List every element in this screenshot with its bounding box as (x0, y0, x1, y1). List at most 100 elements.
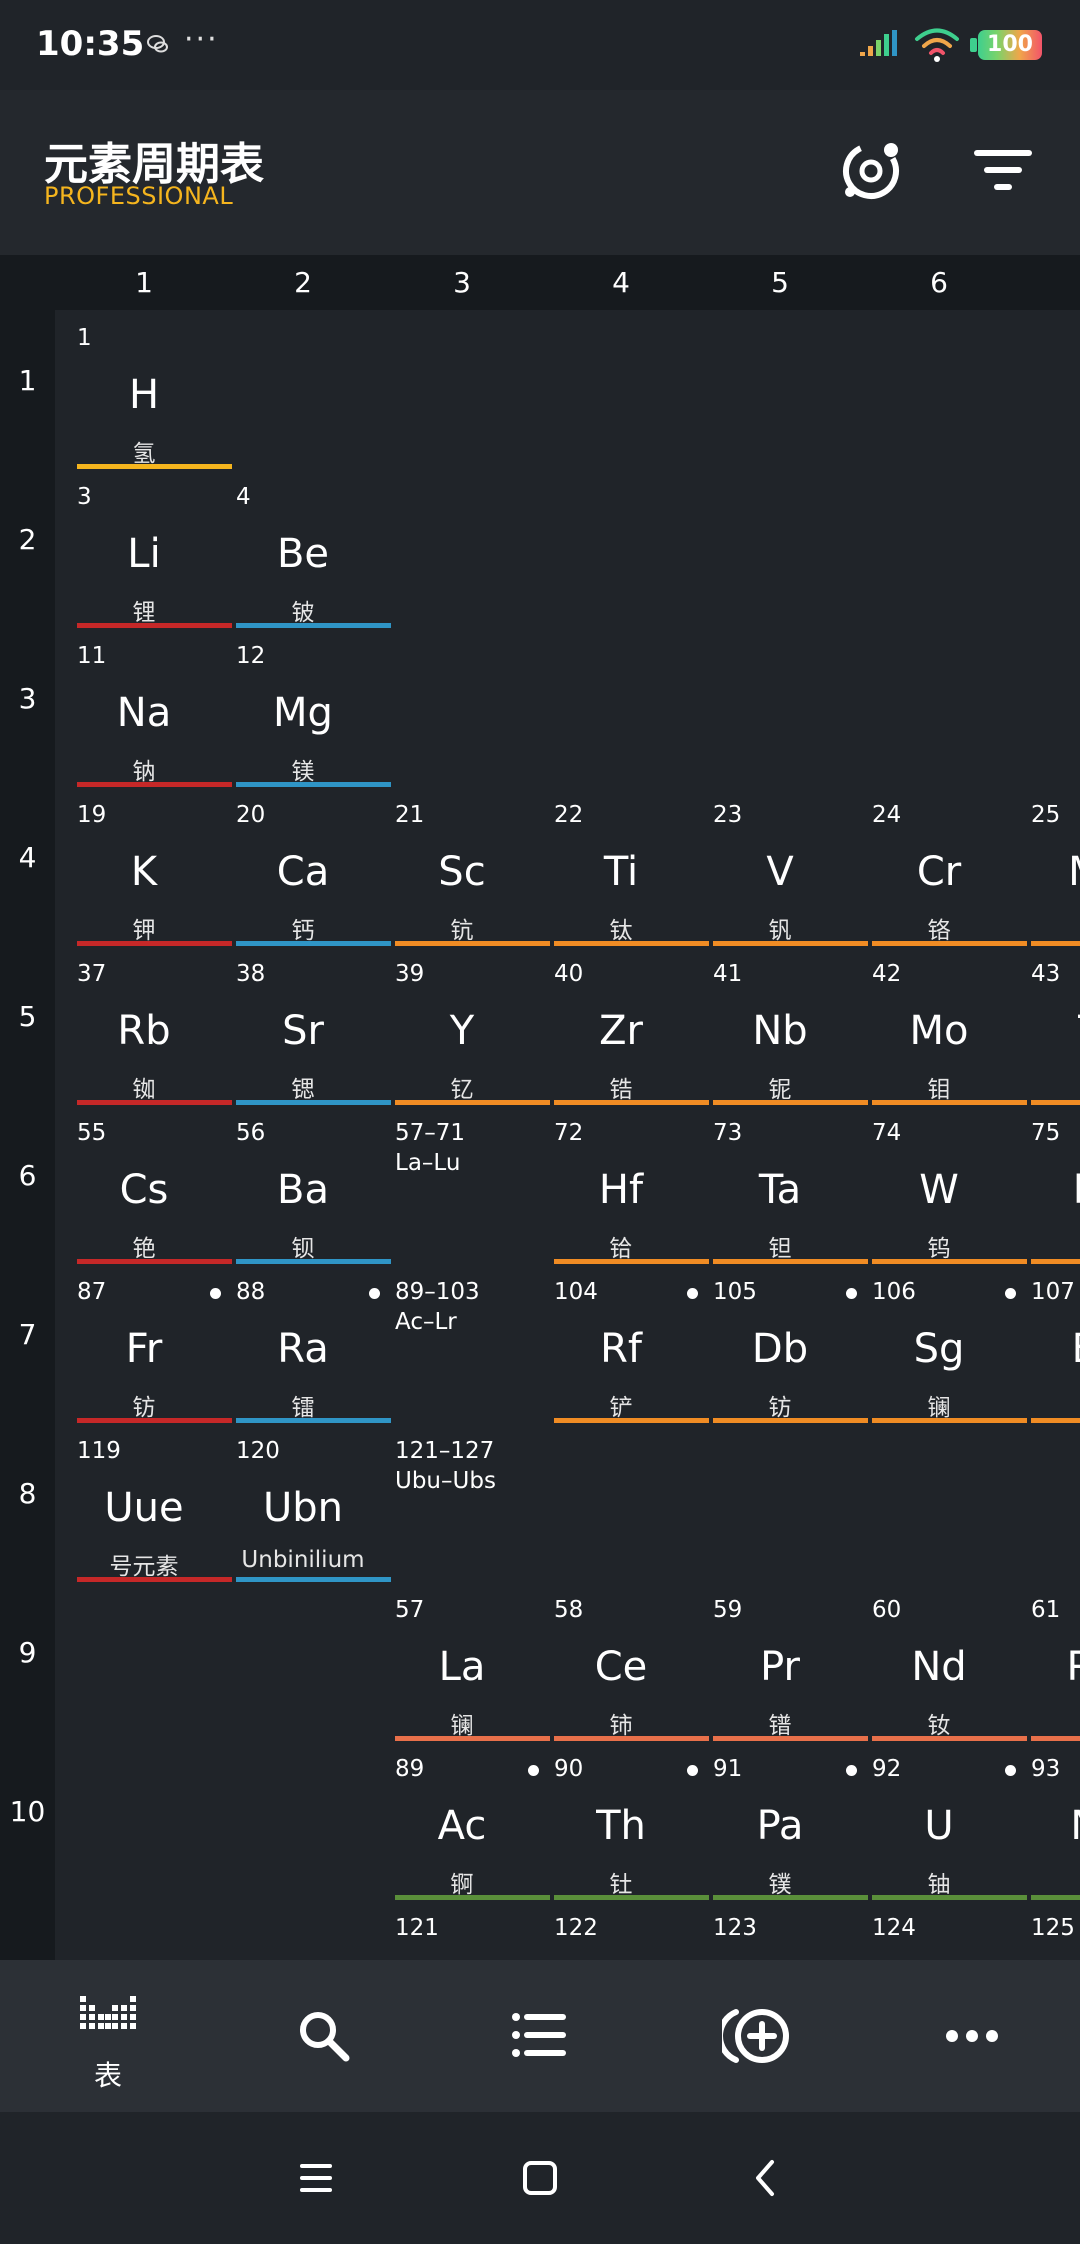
series-placeholder[interactable]: 121–127 Ubu–Ubs (383, 1423, 541, 1582)
element-cell[interactable]: 41 Nb 铌 (701, 946, 868, 1105)
atomic-number: 105 (713, 1279, 757, 1305)
element-cell[interactable]: 19 K 钾 (65, 787, 232, 946)
category-bar (554, 1100, 709, 1105)
element-cell[interactable]: 57 La 镧 (383, 1582, 550, 1741)
period-number: 1 (18, 364, 37, 397)
nav-table-label: 表 (93, 2059, 122, 2092)
element-cell[interactable]: 106 Sg 镧 (860, 1264, 1027, 1423)
series-placeholder[interactable]: 89–103 Ac–Lr (383, 1264, 541, 1423)
atomic-number: 4 (236, 484, 251, 510)
element-name: 铀 (927, 1872, 951, 1898)
element-cell[interactable]: 37 Rb 铷 (65, 946, 232, 1105)
element-cell[interactable]: 3 Li 锂 (65, 469, 232, 628)
element-cell[interactable]: 43 Tc (1019, 946, 1080, 1105)
period-number: 4 (18, 841, 37, 874)
category-bar (236, 782, 391, 787)
element-cell[interactable]: 58 Ce 铈 (542, 1582, 709, 1741)
element-cell[interactable]: 91 Pa 镤 (701, 1741, 868, 1900)
group-number: 3 (453, 266, 471, 299)
element-cell[interactable]: 89 Ac 锕 (383, 1741, 550, 1900)
element-cell[interactable]: 124 (860, 1900, 1018, 1960)
category-bar (872, 1100, 1027, 1105)
element-symbol: Db (751, 1326, 809, 1372)
element-cell[interactable]: 4 Be 铍 (224, 469, 391, 628)
element-name: 钙 (291, 918, 315, 944)
series-symbol-range: Ac–Lr (395, 1309, 457, 1335)
element-cell[interactable]: 60 Nd 钕 (860, 1582, 1027, 1741)
element-cell[interactable]: 59 Pr 镨 (701, 1582, 868, 1741)
element-symbol: Mg (273, 690, 333, 736)
atom-view-button[interactable] (836, 136, 906, 206)
element-name: 号元素 (109, 1554, 179, 1580)
element-cell[interactable]: 20 Ca 钙 (224, 787, 391, 946)
element-cell[interactable]: 92 U 铀 (860, 1741, 1027, 1900)
element-cell[interactable]: 56 Ba 钡 (224, 1105, 391, 1264)
series-placeholder[interactable]: 57–71 La–Lu (383, 1105, 541, 1264)
element-cell[interactable]: 123 (701, 1900, 859, 1960)
filter-button[interactable] (970, 140, 1036, 200)
element-cell[interactable]: 87 Fr 钫 (65, 1264, 232, 1423)
element-cell[interactable]: 90 Th 钍 (542, 1741, 709, 1900)
back-icon[interactable] (736, 2148, 796, 2208)
element-cell[interactable]: 122 (542, 1900, 700, 1960)
element-cell[interactable]: 93 Np (1019, 1741, 1080, 1900)
element-cell[interactable]: 24 Cr 铬 (860, 787, 1027, 946)
element-cell[interactable]: 105 Db 钫 (701, 1264, 868, 1423)
element-cell[interactable]: 104 Rf 铲 (542, 1264, 709, 1423)
element-cell[interactable]: 25 Mn (1019, 787, 1080, 946)
element-cell[interactable]: 75 Re (1019, 1105, 1080, 1264)
element-cell[interactable]: 74 W 钨 (860, 1105, 1027, 1264)
group-number: 4 (612, 266, 630, 299)
category-bar (395, 1100, 550, 1105)
element-cell[interactable]: 55 Cs 铯 (65, 1105, 232, 1264)
nav-list-tab[interactable] (432, 1960, 648, 2112)
element-cell[interactable]: 125 (1019, 1900, 1080, 1960)
atomic-number: 120 (236, 1438, 280, 1464)
element-cell[interactable]: 120 Ubn Unbinilium (224, 1423, 391, 1582)
message-notification-icon (147, 35, 168, 53)
category-bar (236, 1577, 391, 1582)
nav-search-tab[interactable] (216, 1960, 432, 2112)
element-symbol: Np (1019, 1803, 1080, 1849)
home-icon[interactable] (510, 2148, 570, 2208)
element-symbol: Sr (282, 1008, 324, 1054)
element-cell[interactable]: 119 Uue 号元素 (65, 1423, 232, 1582)
element-cell[interactable]: 38 Sr 锶 (224, 946, 391, 1105)
wifi-icon (915, 28, 959, 62)
element-cell[interactable]: 121 (383, 1900, 541, 1960)
element-cell[interactable]: 39 Y 钇 (383, 946, 550, 1105)
periodic-table[interactable]: 1 H 氢 3 Li 锂 4 Be 铍 11 Na 钠 12 Mg 镁 19 K 钾 20 Ca 钙 21 Sc 钪 22 Ti 钛… (0, 255, 1080, 1960)
element-cell[interactable]: 40 Zr 锆 (542, 946, 709, 1105)
category-bar (1031, 1895, 1080, 1900)
atomic-number: 41 (713, 961, 743, 987)
element-cell[interactable]: 72 Hf 铪 (542, 1105, 709, 1264)
element-cell[interactable]: 22 Ti 钛 (542, 787, 709, 946)
element-name: 钽 (768, 1236, 792, 1262)
element-cell[interactable]: 42 Mo 钼 (860, 946, 1027, 1105)
atomic-number: 121 (395, 1915, 439, 1941)
element-symbol: Ta (758, 1167, 802, 1213)
element-symbol: Pr (760, 1644, 800, 1690)
element-cell[interactable]: 73 Ta 钽 (701, 1105, 868, 1264)
element-cell[interactable]: 61Pm (1019, 1582, 1080, 1741)
element-symbol: Be (276, 531, 330, 577)
element-name: 铬 (927, 918, 951, 944)
element-symbol: Nb (752, 1008, 808, 1054)
element-cell[interactable]: 107 Bh (1019, 1264, 1080, 1423)
element-cell[interactable]: 12 Mg 镁 (224, 628, 391, 787)
menu-icon[interactable] (286, 2148, 346, 2208)
nav-more-tab[interactable] (864, 1960, 1080, 2112)
nav-add-tab[interactable] (648, 1960, 864, 2112)
category-bar (395, 1736, 550, 1741)
element-cell[interactable]: 23 V 钒 (701, 787, 868, 946)
atomic-number: 90 (554, 1756, 584, 1782)
element-cell[interactable]: 88 Ra 镭 (224, 1264, 391, 1423)
atomic-number: 123 (713, 1915, 757, 1941)
element-cell[interactable]: 21 Sc 钪 (383, 787, 550, 946)
element-cell[interactable]: 11 Na 钠 (65, 628, 232, 787)
element-symbol: Ti (603, 849, 639, 895)
atomic-number: 55 (77, 1120, 107, 1146)
atomic-number: 11 (77, 643, 107, 669)
nav-table-tab[interactable]: 表 (0, 1960, 216, 2112)
